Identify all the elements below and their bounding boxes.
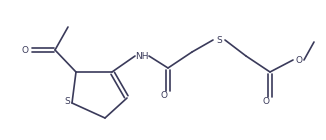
Text: S: S <box>64 97 70 107</box>
Text: S: S <box>216 36 222 45</box>
Text: O: O <box>262 96 270 106</box>
Text: O: O <box>160 90 168 100</box>
Text: NH: NH <box>135 52 149 60</box>
Text: O: O <box>22 46 28 54</box>
Text: O: O <box>295 55 303 65</box>
